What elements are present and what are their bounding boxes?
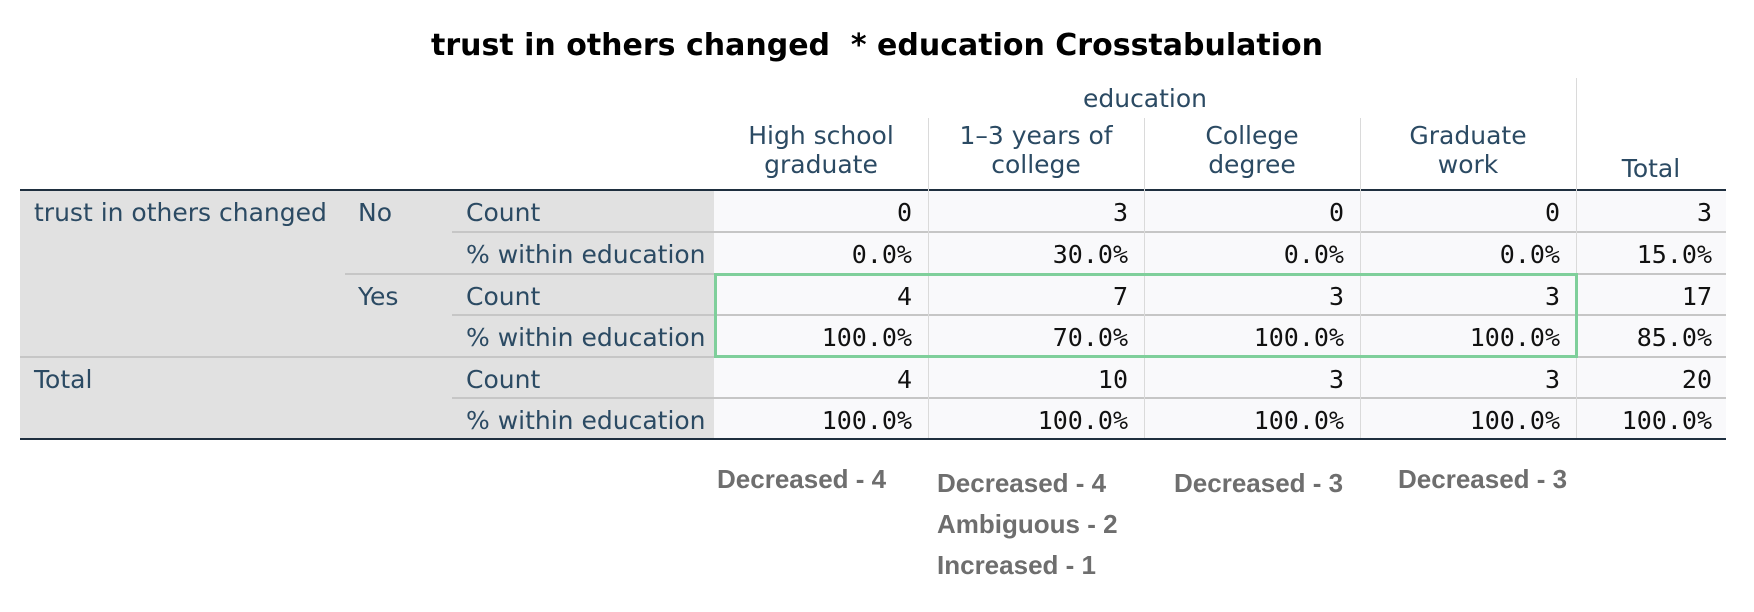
- row-rule-yes-count: [452, 314, 1726, 316]
- table-cell: 4: [896, 365, 912, 394]
- table-cell-total: 85.0%: [1636, 323, 1712, 352]
- stat-label: % within education: [466, 323, 706, 352]
- table-cell-total: 15.0%: [1636, 240, 1712, 269]
- table-cell: 3: [1112, 198, 1128, 227]
- table-cell: 0: [1544, 198, 1560, 227]
- table-cell: 3: [1328, 365, 1344, 394]
- col-sep-total: [1576, 78, 1577, 438]
- stat-label: Count: [466, 365, 541, 394]
- table-cell: 3: [1544, 282, 1560, 311]
- col-sep-2: [1144, 118, 1145, 438]
- table-cell: 4: [896, 282, 912, 311]
- table-cell-total: 20: [1681, 365, 1712, 394]
- header-rule: [20, 189, 1726, 191]
- column-header-line: Graduate: [1409, 121, 1527, 150]
- col-sep-3: [1360, 118, 1361, 438]
- table-cell: 0.0%: [1499, 240, 1560, 269]
- annotation-college-degree-line: Decreased - 3: [1174, 468, 1344, 498]
- table-cell: 3: [1328, 282, 1344, 311]
- annotation-high-school-line: Decreased - 4: [717, 464, 887, 494]
- stat-label: Count: [466, 198, 541, 227]
- col-sep-1: [928, 118, 929, 438]
- table-cell: 100.0%: [1469, 406, 1560, 435]
- row-group-label-yes: Yes: [358, 282, 399, 311]
- column-header-line: 1–3 years of: [959, 121, 1113, 150]
- annotation-1-3-years-line: Increased - 1: [937, 550, 1096, 580]
- table-cell: 100.0%: [1469, 323, 1560, 352]
- table-cell: 3: [1544, 365, 1560, 394]
- table-cell: 7: [1112, 282, 1128, 311]
- column-header-graduate-work: Graduate work: [1360, 121, 1576, 179]
- column-header-line: High school: [748, 121, 894, 150]
- column-header-line: work: [1437, 150, 1499, 179]
- table-cell: 100.0%: [1037, 406, 1128, 435]
- table-cell: 70.0%: [1052, 323, 1128, 352]
- table-cell: 10: [1097, 365, 1128, 394]
- column-header-total: Total: [1621, 154, 1681, 183]
- stat-label: % within education: [466, 240, 706, 269]
- bottom-rule: [20, 438, 1726, 440]
- table-cell: 100.0%: [821, 406, 912, 435]
- table-cell: 100.0%: [1253, 406, 1344, 435]
- annotation-1-3-years-line: Decreased - 4: [937, 468, 1107, 498]
- row-rule-no-count: [452, 231, 1726, 233]
- table-cell: 0.0%: [1283, 240, 1344, 269]
- table-cell-total: 100.0%: [1621, 406, 1712, 435]
- column-header-line: degree: [1208, 150, 1296, 179]
- table-cell: 30.0%: [1052, 240, 1128, 269]
- column-header-college-degree: College degree: [1144, 121, 1360, 179]
- row-group-label-total: Total: [34, 365, 93, 394]
- table-cell-total: 3: [1696, 198, 1712, 227]
- row-rule-total: [20, 356, 1726, 358]
- annotation-1-3-years-line: Ambiguous - 2: [937, 509, 1118, 539]
- stat-label: % within education: [466, 406, 706, 435]
- table-cell: 100.0%: [821, 323, 912, 352]
- table-cell: 100.0%: [1253, 323, 1344, 352]
- column-header-1-3-years: 1–3 years of college: [928, 121, 1144, 179]
- table-cell: 0.0%: [851, 240, 912, 269]
- table-cell-total: 17: [1681, 282, 1712, 311]
- stat-label: Count: [466, 282, 541, 311]
- row-group-label-no: No: [358, 198, 392, 227]
- row-variable-label: trust in others changed: [34, 198, 327, 227]
- column-header-high-school: High school graduate: [714, 121, 928, 179]
- column-header-line: graduate: [764, 150, 878, 179]
- column-header-line: College: [1205, 121, 1299, 150]
- table-title: trust in others changed * education Cros…: [431, 28, 1323, 63]
- annotation-graduate-work-line: Decreased - 3: [1398, 464, 1568, 494]
- table-cell: 0: [1328, 198, 1344, 227]
- row-rule-no-yes: [345, 273, 1726, 275]
- column-group-label: education: [1082, 84, 1208, 113]
- column-header-line: college: [991, 150, 1081, 179]
- row-rule-total-count: [452, 397, 1726, 399]
- table-cell: 0: [896, 198, 912, 227]
